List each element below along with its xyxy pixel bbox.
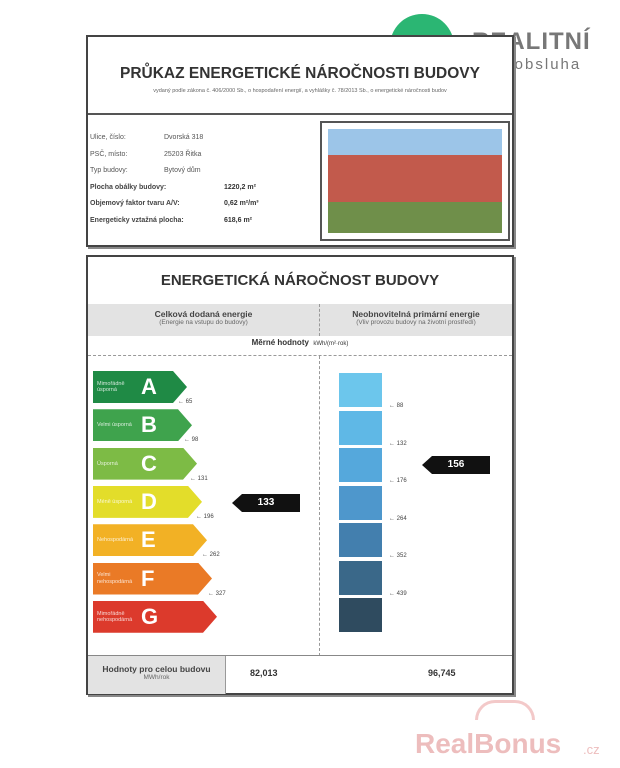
energy-class-g: Mimořádně nehospodárná G bbox=[93, 601, 217, 633]
realbonus-watermark: RealBonus .cz bbox=[415, 700, 615, 760]
primary-limit: ← 264 bbox=[389, 515, 407, 522]
primary-limit: ← 352 bbox=[389, 553, 407, 559]
info-label: Typ budovy: bbox=[90, 167, 128, 174]
info-value: Dvorská 318 bbox=[164, 134, 204, 141]
energy-class-f: Velmi nehospodárná F bbox=[93, 563, 212, 595]
left-column-header: Celková dodaná energie (Energie na vstupu… bbox=[88, 304, 319, 336]
total-primary-energy: 96,745 bbox=[428, 668, 456, 678]
building-info-row: PSČ, místo: 25203 Řitka bbox=[90, 151, 315, 158]
primary-energy-band bbox=[339, 485, 382, 520]
total-delivered-energy: 82,013 bbox=[250, 668, 278, 678]
info-value: Bytový dům bbox=[164, 167, 201, 174]
delivered-energy-pointer: 133 bbox=[232, 494, 300, 512]
section-title: ENERGETICKÁ NÁROČNOST BUDOVY bbox=[160, 272, 440, 289]
specific-values-row: Měrné hodnoty kWh/(m²·rok) bbox=[88, 338, 512, 356]
primary-limit: ← 88 bbox=[389, 403, 404, 409]
class-limit: ← 131 bbox=[190, 475, 208, 482]
info-label: Ulice, číslo: bbox=[90, 134, 126, 141]
energy-class-e: Nehospodárná E bbox=[93, 524, 207, 556]
totals-label: Hodnoty pro celou budovu bbox=[102, 664, 211, 674]
energy-section: ENERGETICKÁ NÁROČNOST BUDOVY Celková dod… bbox=[86, 255, 514, 695]
primary-limit: ← 176 bbox=[389, 478, 407, 484]
energy-class-b: Velmi úsporná B bbox=[93, 409, 192, 441]
primary-limit: ← 439 bbox=[389, 590, 407, 597]
class-limit: ← 262 bbox=[202, 552, 220, 559]
class-limit: ← 327 bbox=[208, 590, 226, 597]
building-info-row: Ulice, číslo: Dvorská 318 bbox=[90, 134, 315, 141]
building-info-row: Typ budovy: Bytový dům bbox=[90, 167, 315, 174]
primary-energy-pointer: 156 bbox=[422, 456, 490, 474]
energy-class-d: Méně úsporná D bbox=[93, 486, 202, 518]
building-info-row: Plocha obálky budovy: 1220,2 m² bbox=[90, 184, 315, 191]
info-value: 618,6 m² bbox=[224, 216, 253, 224]
primary-energy-band bbox=[339, 598, 382, 632]
totals-row: Hodnoty pro celou budovu MWh/rok 82,013 9… bbox=[88, 655, 512, 694]
totals-unit: MWh/rok bbox=[143, 674, 170, 681]
energy-class-a: Mimořádně úsporná A bbox=[93, 371, 187, 403]
primary-energy-band bbox=[339, 448, 382, 482]
right-column-header: Neobnovitelná primární energie (Vliv prov… bbox=[319, 304, 512, 336]
class-limit: ← 65 bbox=[178, 399, 193, 405]
info-label: Plocha obálky budovy: bbox=[90, 183, 167, 191]
info-label: Objemový faktor tvaru A/V: bbox=[90, 200, 180, 207]
info-value: 1220,2 m² bbox=[224, 183, 256, 191]
building-info-row: Energeticky vztažná plocha: 618,6 m² bbox=[90, 217, 315, 224]
certificate-title: PRŮKAZ ENERGETICKÉ NÁROČNOSTI BUDOVY bbox=[120, 65, 480, 82]
class-limit: ← 98 bbox=[184, 437, 199, 444]
primary-energy-band bbox=[339, 373, 382, 407]
energy-class-c: Úsporná C bbox=[93, 448, 197, 480]
info-label: Energeticky vztažná plocha: bbox=[90, 216, 184, 224]
info-value: 25203 Řitka bbox=[164, 150, 202, 158]
primary-energy-band bbox=[339, 560, 382, 595]
info-label: PSČ, místo: bbox=[90, 150, 128, 158]
certificate-header: PRŮKAZ ENERGETICKÉ NÁROČNOSTI BUDOVY vyd… bbox=[86, 35, 514, 247]
building-info-row: Objemový faktor tvaru A/V: 0,62 m²/m³ bbox=[90, 200, 315, 207]
primary-energy-band bbox=[339, 523, 382, 557]
primary-energy-band bbox=[339, 410, 382, 445]
info-value: 0,62 m²/m³ bbox=[224, 200, 259, 207]
primary-limit: ← 132 bbox=[389, 440, 407, 447]
building-photo bbox=[320, 121, 510, 241]
house-roof-icon bbox=[475, 700, 535, 720]
class-limit: ← 196 bbox=[196, 513, 214, 520]
certificate-subtitle: vydaný podle zákona č. 406/2000 Sb., o h… bbox=[153, 88, 447, 94]
